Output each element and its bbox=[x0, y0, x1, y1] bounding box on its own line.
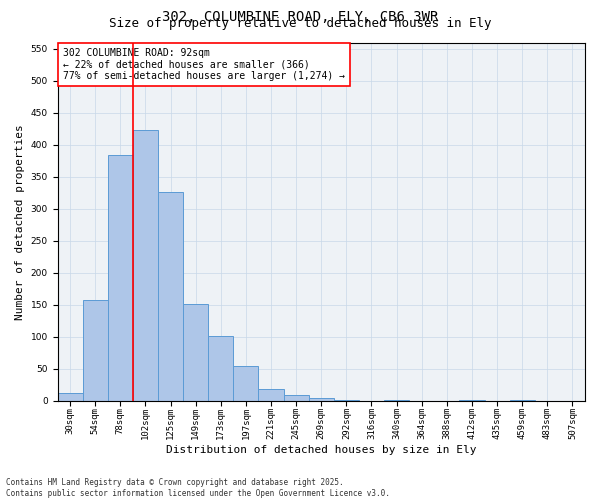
Bar bbox=[460, 400, 485, 401]
X-axis label: Distribution of detached houses by size in Ely: Distribution of detached houses by size … bbox=[166, 445, 476, 455]
Bar bbox=[183, 304, 208, 401]
Bar bbox=[158, 192, 183, 401]
Bar bbox=[384, 400, 409, 401]
Bar bbox=[58, 392, 83, 401]
Bar bbox=[208, 336, 233, 401]
Bar bbox=[334, 400, 359, 401]
Text: 302, COLUMBINE ROAD, ELY, CB6 3WR: 302, COLUMBINE ROAD, ELY, CB6 3WR bbox=[162, 10, 438, 24]
Bar bbox=[309, 398, 334, 401]
Bar bbox=[108, 154, 133, 401]
Text: Contains HM Land Registry data © Crown copyright and database right 2025.
Contai: Contains HM Land Registry data © Crown c… bbox=[6, 478, 390, 498]
Bar bbox=[233, 366, 259, 401]
Bar bbox=[284, 395, 309, 401]
Bar bbox=[83, 300, 108, 401]
Bar bbox=[509, 400, 535, 401]
Bar bbox=[133, 130, 158, 401]
Text: Size of property relative to detached houses in Ely: Size of property relative to detached ho… bbox=[109, 18, 491, 30]
Bar bbox=[259, 390, 284, 401]
Y-axis label: Number of detached properties: Number of detached properties bbox=[15, 124, 25, 320]
Text: 302 COLUMBINE ROAD: 92sqm
← 22% of detached houses are smaller (366)
77% of semi: 302 COLUMBINE ROAD: 92sqm ← 22% of detac… bbox=[63, 48, 345, 81]
